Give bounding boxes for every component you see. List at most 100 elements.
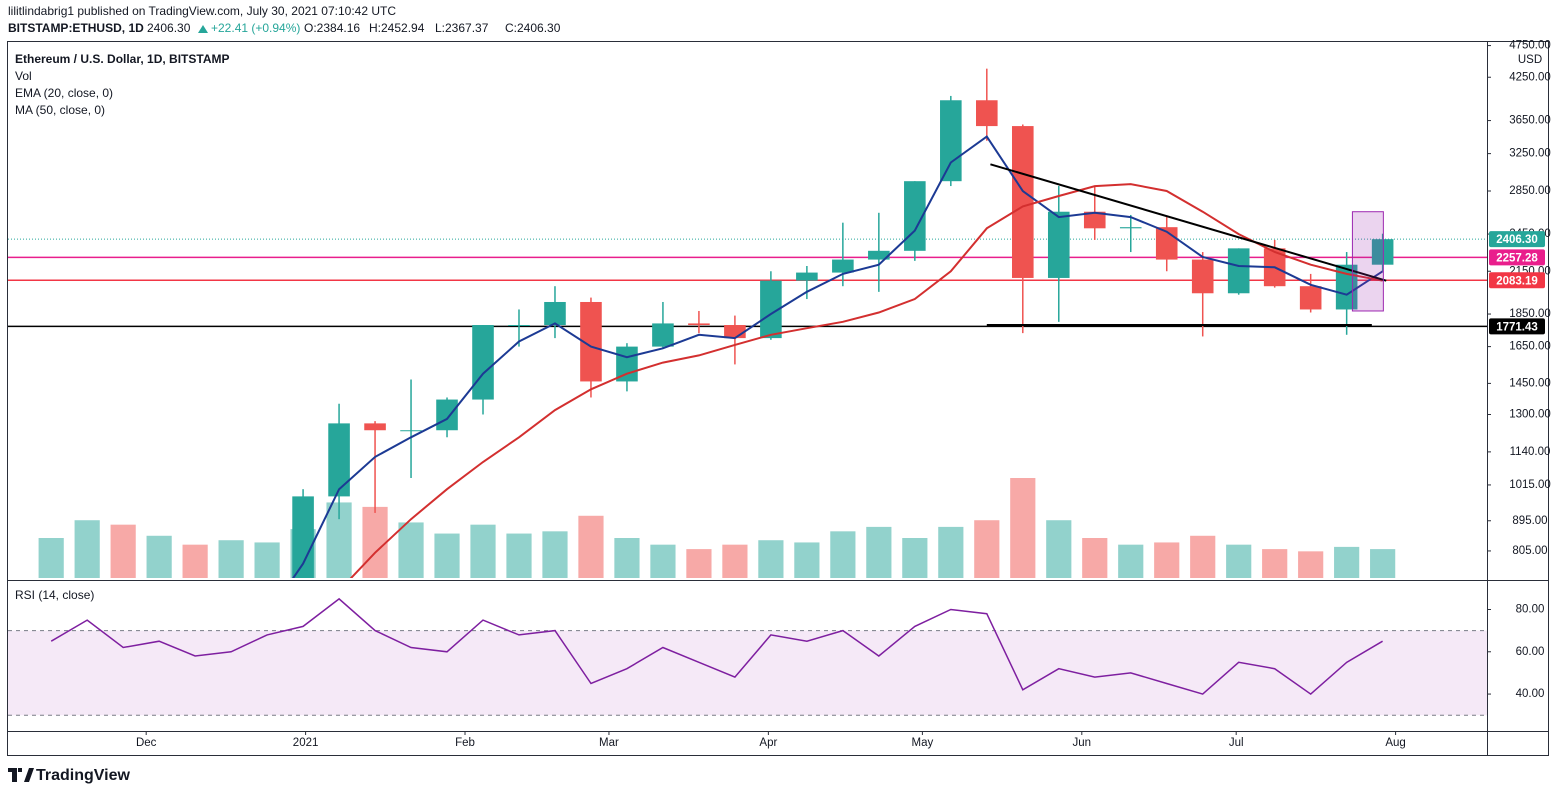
y-tick-label: 4750.00: [1509, 40, 1551, 52]
candle-body: [328, 423, 350, 497]
ma-line: [349, 183, 1383, 578]
change: +22.41 (+0.94%): [211, 21, 300, 35]
rsi-pane: [8, 597, 1487, 716]
candle-body: [688, 323, 710, 326]
volume-bar: [146, 535, 172, 578]
volume-bar: [1190, 535, 1216, 578]
x-tick-label: Dec: [136, 737, 157, 749]
volume-bar: [1082, 538, 1108, 578]
candle-body: [1191, 259, 1214, 294]
currency-label: USD: [1518, 54, 1542, 66]
candle-body: [1299, 286, 1322, 310]
x-tick-label: May: [912, 737, 934, 749]
y-tick-label: 1650.00: [1509, 341, 1551, 353]
x-tick-label: Feb: [455, 737, 475, 749]
price-pane: [8, 68, 1487, 616]
volume-bar: [38, 538, 64, 578]
candle-body: [400, 430, 422, 432]
volume-bar: [758, 540, 784, 578]
candle-body: [364, 423, 386, 431]
candle-body: [1083, 211, 1106, 229]
volume-bar: [1118, 544, 1144, 578]
price-level-tag: [1489, 318, 1545, 335]
volume-bar: [1046, 520, 1072, 578]
volume-bar: [110, 524, 136, 578]
volume-bar: [614, 538, 640, 578]
candle-body: [1227, 248, 1250, 294]
candle-body: [832, 259, 854, 273]
volume-bar: [1298, 551, 1324, 578]
candle-body: [724, 325, 746, 339]
candle-body: [580, 301, 602, 382]
y-tick-label: 2850.00: [1509, 185, 1551, 197]
y-tick-label: 1450.00: [1509, 377, 1551, 389]
y-tick-label: 805.00: [1512, 545, 1547, 557]
candle-body: [976, 100, 998, 127]
y-tick-label: 3250.00: [1509, 148, 1551, 160]
price-level-label: 1771.43: [1496, 321, 1538, 333]
volume-bar: [542, 531, 568, 578]
volume-bar: [1334, 546, 1360, 578]
high: H:2452.94: [369, 21, 425, 35]
price-level-label: 2257.28: [1496, 252, 1538, 264]
volume-bar: [1370, 549, 1396, 578]
y-tick-label: 1015.00: [1509, 479, 1551, 491]
volume-bar: [1226, 544, 1252, 578]
candle-body: [508, 325, 530, 327]
candle-body: [292, 496, 314, 578]
x-tick-label: Aug: [1385, 737, 1405, 749]
volume-bar: [434, 533, 460, 578]
y-tick-label: 1140.00: [1510, 446, 1551, 458]
volume-bar: [830, 531, 856, 578]
candle-body: [868, 250, 890, 260]
x-tick-label: Jul: [1229, 737, 1244, 749]
volume-bar: [362, 506, 388, 578]
brand-icon: [8, 768, 34, 782]
volume-bar: [578, 515, 604, 578]
y-tick-label: 3650.00: [1509, 115, 1551, 127]
rsi-band: [8, 630, 1487, 716]
volume-bar: [470, 524, 496, 578]
axes: 4750.004250.003650.003250.002850.002450.…: [136, 40, 1551, 749]
candle-body: [1011, 126, 1034, 278]
brand-name: TradingView: [36, 767, 131, 784]
candle-body: [652, 323, 674, 347]
x-tick-label: 2021: [293, 737, 319, 749]
volume-bar: [1010, 478, 1036, 578]
volume-bar: [650, 544, 676, 578]
candle-body: [436, 399, 458, 431]
volume-bar: [938, 526, 964, 578]
volume-bar: [686, 549, 712, 578]
symbol: BITSTAMP:ETHUSD, 1D: [8, 21, 144, 35]
volume-bar: [506, 533, 532, 578]
volume-bar: [902, 538, 928, 578]
legend-ema: EMA (20, close, 0): [15, 86, 113, 100]
low: L:2367.37: [435, 21, 489, 35]
volume-bar: [722, 544, 748, 578]
ma-line: [292, 135, 1384, 578]
candle-body: [256, 599, 278, 616]
brand-logo: TradingView: [8, 767, 131, 784]
volume-bar: [182, 544, 208, 578]
legend-volume: Vol: [15, 69, 32, 83]
volume-bar: [398, 522, 424, 578]
legend-rsi: RSI (14, close): [15, 588, 94, 602]
rsi-tick-label: 40.00: [1516, 688, 1545, 700]
price-level-tag: [1489, 231, 1545, 248]
open: O:2384.16: [304, 21, 360, 35]
legend-ma: MA (50, close, 0): [15, 103, 105, 117]
rsi-line: [50, 597, 1383, 696]
x-tick-label: Mar: [599, 737, 619, 749]
rsi-tick-label: 80.00: [1516, 604, 1545, 616]
candle-body: [796, 272, 818, 281]
volume-bar: [794, 542, 820, 578]
x-tick-label: Apr: [759, 737, 777, 749]
candle-body: [1371, 239, 1394, 265]
price-level-label: 2406.30: [1496, 234, 1538, 246]
volume-bar: [218, 540, 244, 578]
last-price: 2406.30: [147, 21, 191, 35]
y-tick-label: 4250.00: [1509, 71, 1551, 83]
highlight-box: [1351, 211, 1384, 312]
